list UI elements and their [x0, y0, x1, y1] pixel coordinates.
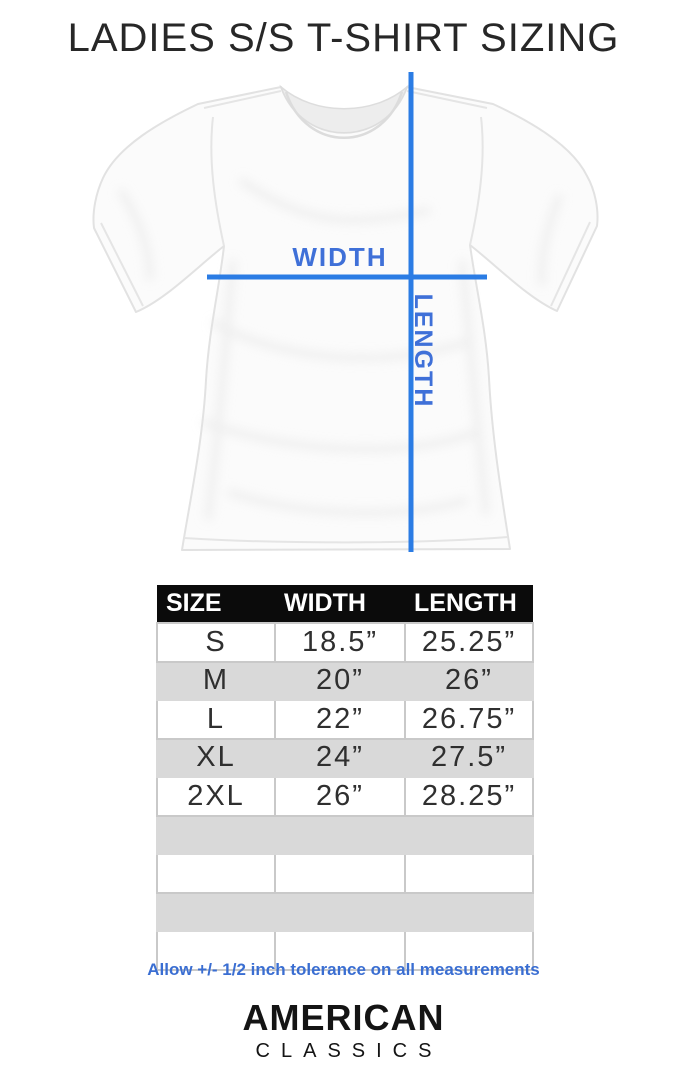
tshirt-svg [92, 72, 599, 552]
empty-cell [404, 930, 534, 971]
empty-cell [274, 930, 406, 971]
page-title: LADIES S/S T-SHIRT SIZING [67, 16, 620, 60]
table-row-s: S 18.5” 25.25” [156, 622, 534, 663]
table-row-m: M 20” 26” [156, 660, 534, 701]
table-row-empty [156, 891, 534, 932]
tolerance-note: Allow +/- 1/2 inch tolerance on all meas… [147, 960, 540, 979]
brand-logo: AMERICAN CLASSICS [0, 997, 687, 1063]
width-cell: 20” [274, 660, 406, 701]
empty-cell [404, 853, 534, 894]
length-cell: 25.25” [404, 622, 534, 663]
empty-cell [156, 853, 276, 894]
empty-cell [274, 814, 406, 855]
width-measure-label: WIDTH [292, 242, 388, 272]
table-row-xl: XL 24” 27.5” [156, 737, 534, 778]
tshirt-illustration [0, 60, 687, 572]
width-cell: 22” [274, 699, 406, 740]
empty-cell [156, 814, 276, 855]
size-table: SIZE WIDTH LENGTH S 18.5” 25.25” M 20” 2… [156, 585, 534, 971]
size-cell: L [156, 699, 276, 740]
width-cell: 24” [274, 737, 406, 778]
size-cell: 2XL [156, 776, 276, 817]
brand-name-american: AMERICAN [242, 997, 445, 1038]
seam-lines [100, 90, 591, 544]
size-cell: M [156, 660, 276, 701]
table-row-empty [156, 814, 534, 855]
collar-band [284, 91, 404, 139]
empty-cell [404, 891, 534, 932]
length-cell: 27.5” [404, 737, 534, 778]
tshirt-body [92, 86, 599, 551]
table-row-empty [156, 930, 534, 971]
length-measure-label: LENGTH [409, 293, 437, 409]
size-table-container: SIZE WIDTH LENGTH S 18.5” 25.25” M 20” 2… [156, 585, 534, 971]
empty-cell [404, 814, 534, 855]
length-cell: 26” [404, 660, 534, 701]
empty-cell [156, 930, 276, 971]
collar-opening [279, 84, 409, 134]
size-column-header: SIZE [157, 585, 275, 623]
width-cell: 18.5” [274, 622, 406, 663]
table-row-2xl: 2XL 26” 28.25” [156, 776, 534, 817]
size-table-header-row: SIZE WIDTH LENGTH [157, 585, 533, 623]
size-cell: S [156, 622, 276, 663]
brand-name-classics: CLASSICS [255, 1040, 443, 1062]
width-cell: 26” [274, 776, 406, 817]
empty-cell [274, 891, 406, 932]
length-cell: 28.25” [404, 776, 534, 817]
width-column-header: WIDTH [275, 585, 405, 623]
length-column-header: LENGTH [405, 585, 533, 623]
length-cell: 26.75” [404, 699, 534, 740]
table-row-empty [156, 853, 534, 894]
empty-cell [274, 853, 406, 894]
table-row-l: L 22” 26.75” [156, 699, 534, 740]
wrinkle-shading [116, 176, 564, 521]
size-cell: XL [156, 737, 276, 778]
empty-cell [156, 891, 276, 932]
